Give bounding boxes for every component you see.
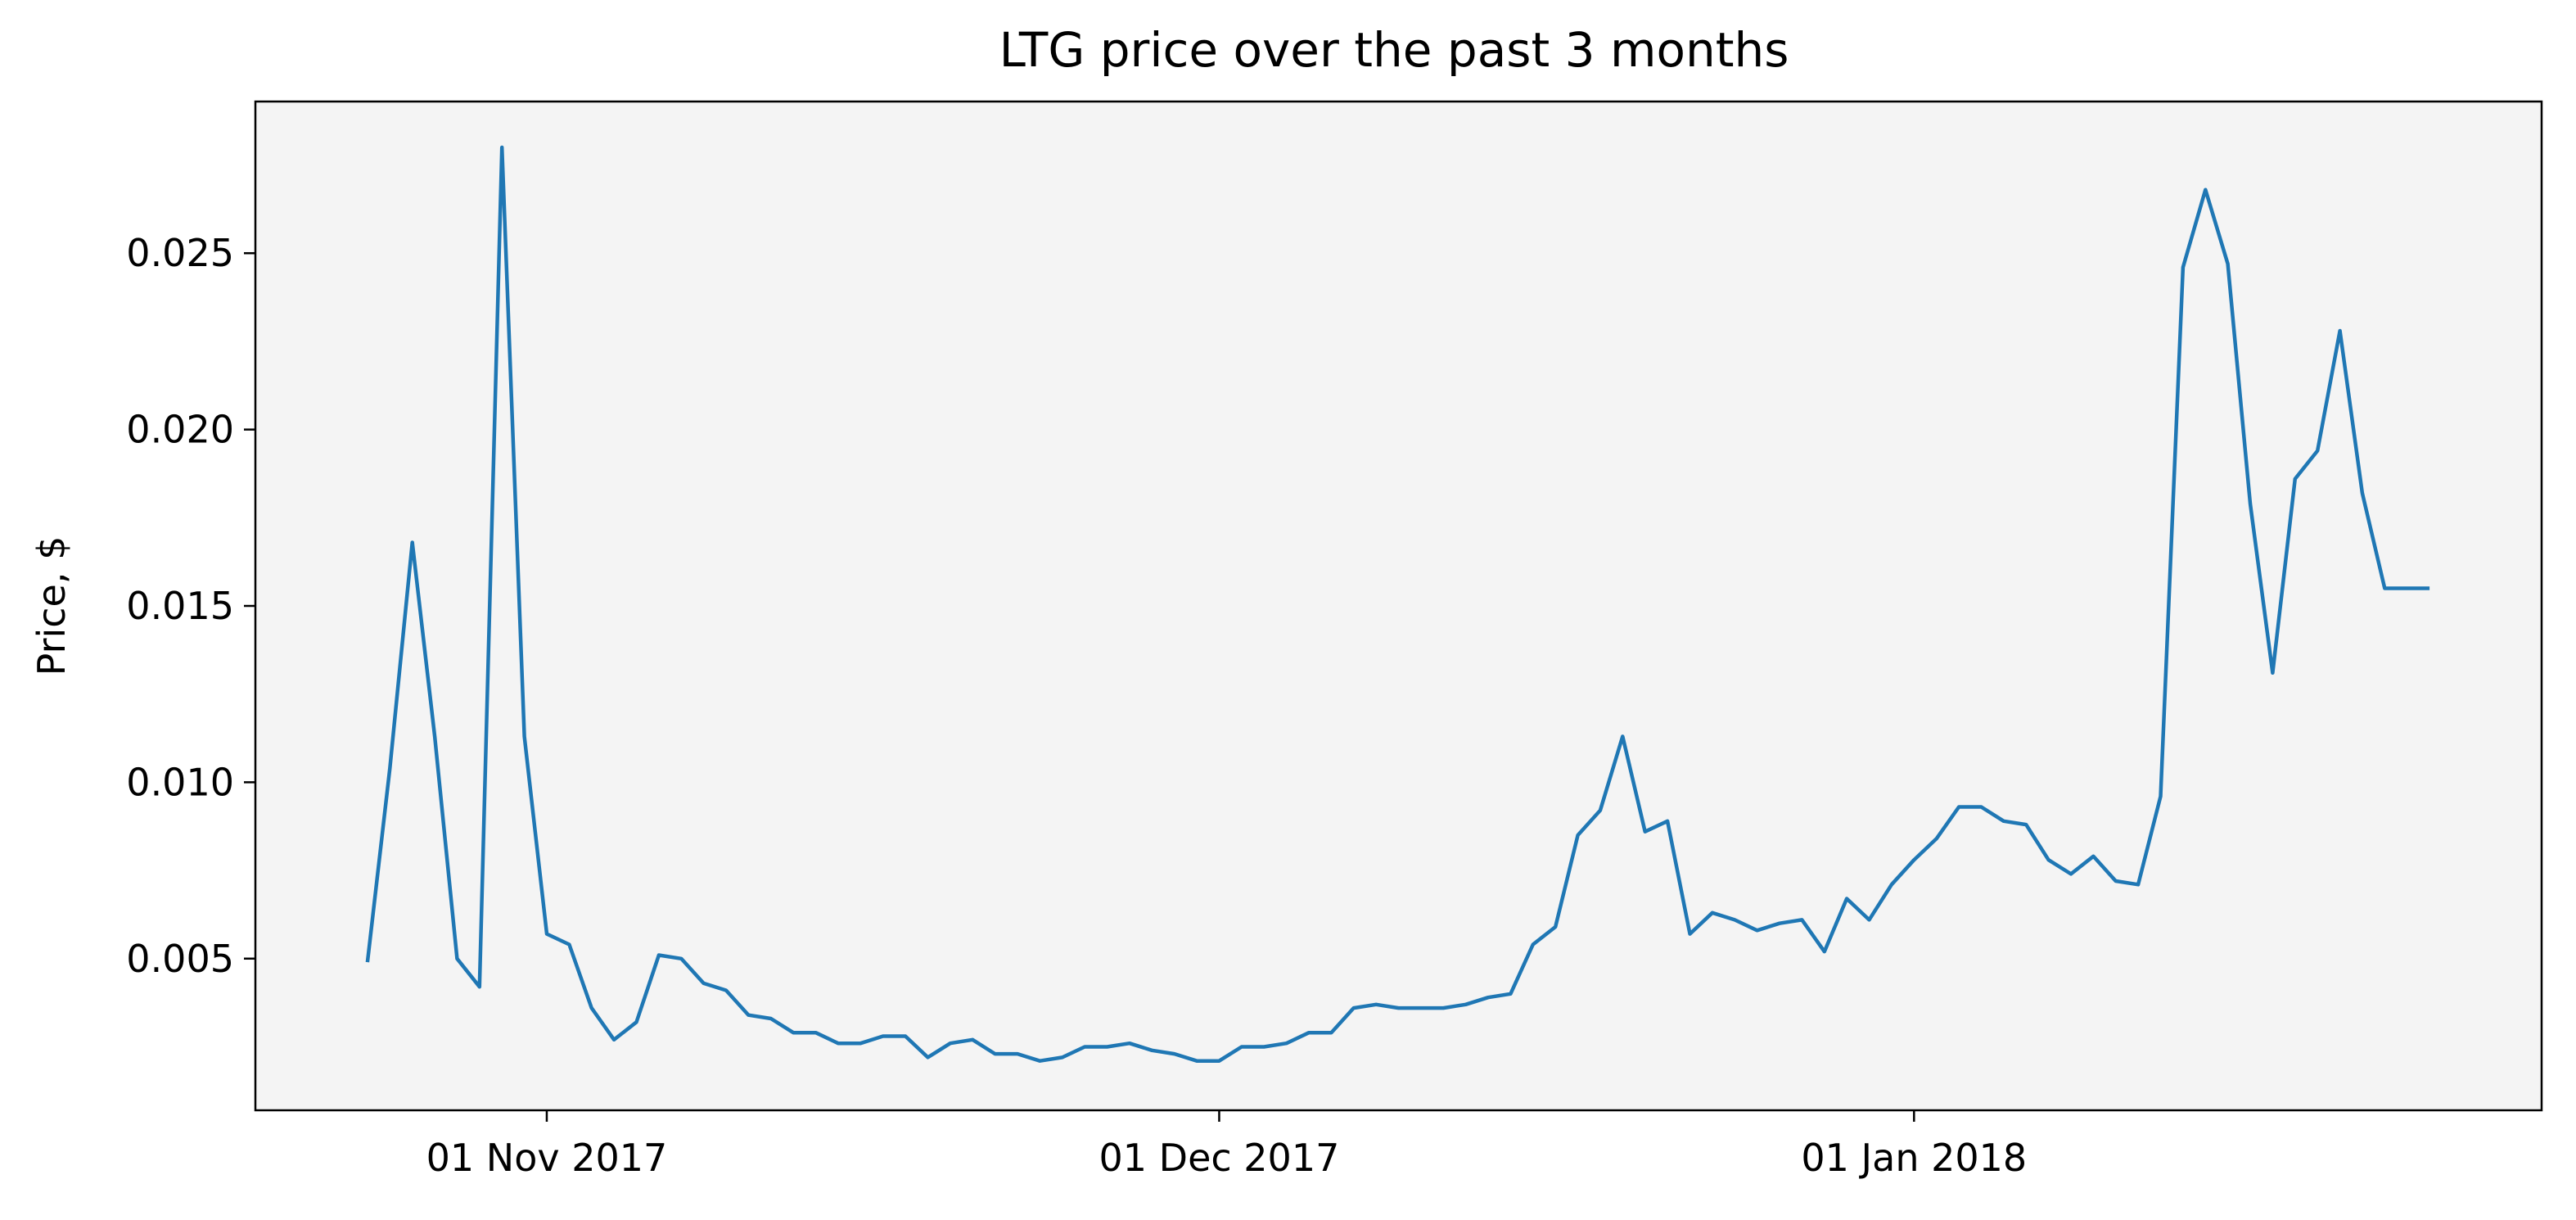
y-tick-label: 0.010 [126, 760, 234, 804]
y-axis-label: Price, $ [29, 536, 74, 676]
y-tick-label: 0.020 [126, 408, 234, 452]
y-tick-label: 0.025 [126, 231, 234, 275]
x-tick-label: 01 Dec 2017 [1099, 1136, 1340, 1180]
chart-title: LTG price over the past 3 months [999, 22, 1789, 78]
y-axis: 0.005 0.010 0.015 0.020 0.025 [126, 231, 255, 981]
x-axis: 01 Nov 2017 01 Dec 2017 01 Jan 2018 [426, 1110, 2027, 1180]
y-tick-label: 0.005 [126, 937, 234, 981]
x-tick-label: 01 Nov 2017 [426, 1136, 668, 1180]
series-line-0 [365, 145, 2430, 1063]
plot-area [255, 102, 2542, 1110]
y-tick-label: 0.015 [126, 584, 234, 628]
x-tick-label: 01 Jan 2018 [1801, 1136, 2027, 1180]
series-layer [365, 145, 2430, 1063]
